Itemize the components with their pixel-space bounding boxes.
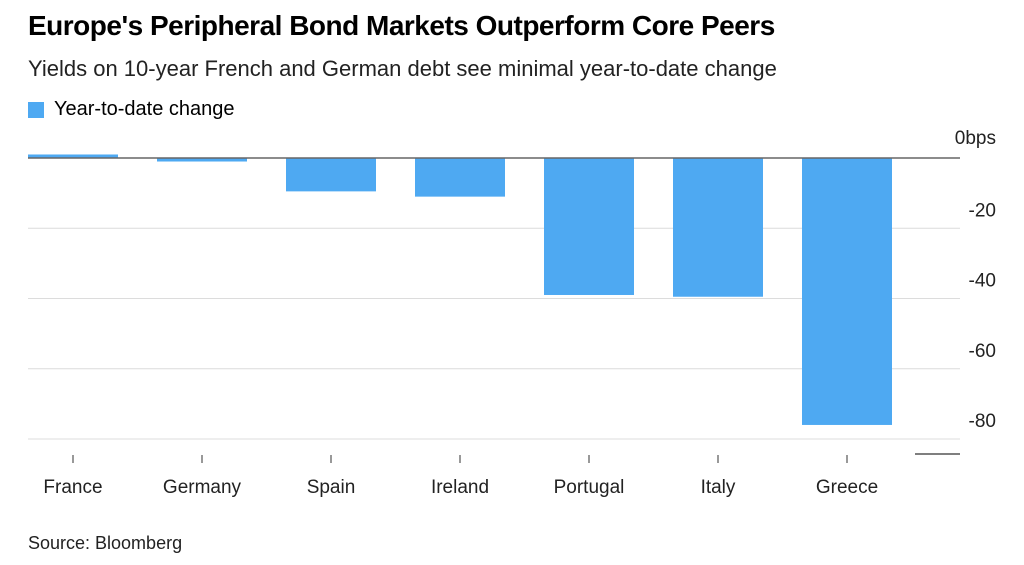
bar-ireland	[415, 158, 505, 197]
bar-italy	[673, 158, 763, 297]
bar-portugal	[544, 158, 634, 295]
x-tick-label: Spain	[307, 477, 356, 498]
x-axis-ticks: France Germany Spain Ireland Portugal Italy Gr…	[43, 455, 878, 498]
legend: Year-to-date change	[28, 98, 235, 121]
legend-label: Year-to-date change	[54, 98, 235, 120]
y-tick-label: -40	[969, 271, 996, 292]
bar-greece	[802, 158, 892, 425]
y-tick-label: -20	[969, 200, 996, 221]
y-axis-ticks: 0bps -20 -40 -60 -80	[915, 128, 996, 455]
x-tick-label: Italy	[701, 477, 736, 498]
x-tick-label: Greece	[816, 477, 878, 498]
x-tick-label: Ireland	[431, 477, 489, 498]
y-tick-label: -60	[969, 341, 996, 362]
chart-subtitle: Yields on 10-year French and German debt…	[28, 56, 777, 81]
y-tick-label: -80	[969, 411, 996, 432]
bar-france	[28, 154, 118, 158]
y-tick-label: 0bps	[955, 128, 996, 149]
x-tick-label: France	[43, 477, 102, 498]
legend-swatch	[28, 101, 44, 118]
bars	[28, 154, 892, 425]
x-tick-label: Portugal	[554, 477, 625, 498]
bar-spain	[286, 158, 376, 192]
bar-germany	[157, 158, 247, 162]
source-note: Source: Bloomberg	[28, 533, 183, 553]
chart-title: Europe's Peripheral Bond Markets Outperf…	[28, 10, 775, 41]
x-tick-label: Germany	[163, 477, 242, 498]
